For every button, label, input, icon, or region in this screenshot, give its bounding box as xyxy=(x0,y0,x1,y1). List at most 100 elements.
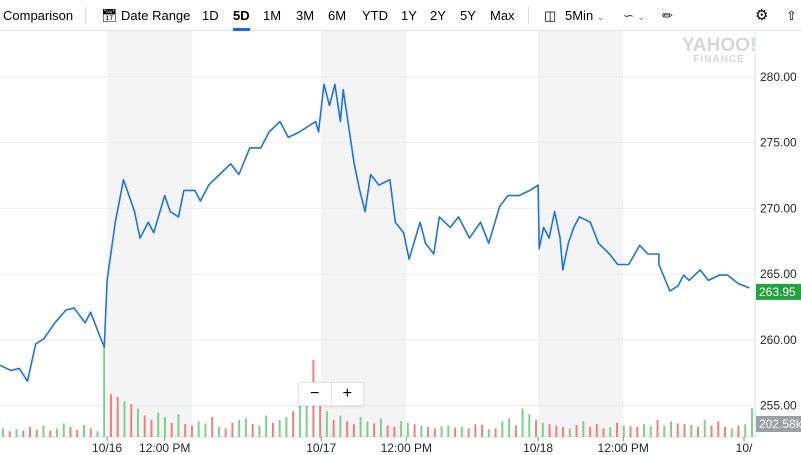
volume-bar xyxy=(258,425,261,437)
volume-bar xyxy=(541,422,544,437)
chart-type-select[interactable]: ∽ ⌄ xyxy=(623,8,645,24)
range-2y[interactable]: 2Y xyxy=(430,8,446,23)
comparison-button[interactable]: Comparison xyxy=(3,8,74,23)
volume-bar xyxy=(42,425,45,437)
range-1m[interactable]: 1M xyxy=(263,8,282,23)
volume-bar xyxy=(697,427,700,437)
range-1y[interactable]: 1Y xyxy=(401,8,417,23)
volume-bar xyxy=(265,415,268,437)
volume-bar xyxy=(629,426,632,437)
volume-bar xyxy=(602,428,605,437)
volume-bar xyxy=(217,427,220,437)
volume-bar xyxy=(703,419,706,437)
chevron-down-icon: ⌄ xyxy=(637,12,646,22)
volume-bar xyxy=(474,424,477,437)
volume-bar xyxy=(82,424,85,437)
draw-pencil-icon[interactable]: ✏︎ xyxy=(662,8,673,23)
zoom-out-button[interactable]: − xyxy=(299,383,332,405)
volume-bar xyxy=(292,411,295,437)
volume-bar xyxy=(163,417,166,437)
volume-bar xyxy=(487,429,490,437)
price-line xyxy=(0,83,750,382)
volume-bar xyxy=(555,425,558,437)
volume-bar xyxy=(197,421,200,437)
range-max[interactable]: Max xyxy=(490,8,515,23)
current-price-label: 263.95 xyxy=(759,285,796,299)
volume-bar xyxy=(109,394,112,437)
session-shade xyxy=(321,31,407,437)
interval-label: 5Min xyxy=(565,8,594,23)
volume-bar xyxy=(433,428,436,437)
volume-bar xyxy=(717,421,720,437)
volume-bar xyxy=(28,427,31,437)
volume-bar xyxy=(670,421,673,437)
volume-bar xyxy=(724,427,727,437)
volume-bar xyxy=(62,423,65,437)
volume-bar xyxy=(379,418,382,437)
divider xyxy=(85,7,86,24)
volume-bar xyxy=(582,421,585,437)
volume-bar xyxy=(643,424,646,437)
volume-badge xyxy=(756,416,801,432)
volume-bar xyxy=(501,421,504,437)
volume-bar xyxy=(96,431,99,437)
yahoo-finance-logo: YAHOO! FINANCE xyxy=(682,36,756,65)
volume-bar xyxy=(332,419,335,437)
volume-bar xyxy=(589,427,592,437)
volume-bar xyxy=(103,345,106,437)
date-range-button[interactable]: Date Range xyxy=(121,8,191,23)
volume-bar xyxy=(730,428,733,437)
volume-bar xyxy=(521,408,524,437)
volume-bar xyxy=(400,421,403,437)
volume-bar xyxy=(548,424,551,437)
x-tick-label: 12:00 PM xyxy=(598,441,649,455)
volume-bar xyxy=(744,424,747,437)
volume-bar xyxy=(22,430,25,437)
volume-bar xyxy=(467,428,470,437)
volume-bar xyxy=(69,427,72,437)
volume-bar xyxy=(346,421,349,437)
volume-bar xyxy=(157,412,160,437)
volume-bar xyxy=(454,427,457,437)
volume-bar xyxy=(238,419,241,437)
volume-bar xyxy=(231,422,234,437)
settings-gear-icon[interactable]: ⚙ xyxy=(755,7,769,24)
volume-bar xyxy=(116,397,119,437)
volume-bar xyxy=(130,404,133,437)
chart-toolbar: Comparison 📅︎ Date Range 1D 5D 1M 3M 6M … xyxy=(0,0,801,31)
volume-bar xyxy=(285,417,288,437)
volume-bar xyxy=(575,424,578,437)
volume-bar xyxy=(184,424,187,437)
interval-select[interactable]: 5Min ⌄ xyxy=(565,8,604,23)
volume-bar xyxy=(305,394,308,437)
volume-bar xyxy=(278,419,281,437)
volume-bar xyxy=(177,414,180,437)
share-icon[interactable]: ⇧ xyxy=(786,8,797,23)
volume-bar xyxy=(514,425,517,437)
range-5y[interactable]: 5Y xyxy=(460,8,476,23)
volume-bar xyxy=(271,422,274,437)
x-tick-label: 10/18 xyxy=(523,441,553,455)
y-tick-label: 275.00 xyxy=(760,136,797,150)
volume-bar xyxy=(190,425,193,437)
calendar-icon: 📅︎ xyxy=(101,8,118,23)
zoom-in-button[interactable]: + xyxy=(342,385,352,402)
volume-bar xyxy=(359,417,362,437)
volume-bar xyxy=(636,427,639,437)
price-badge xyxy=(756,283,801,300)
y-tick-label: 280.00 xyxy=(760,70,797,84)
volume-bar xyxy=(143,415,146,437)
volume-bar xyxy=(319,389,322,437)
line-chart-icon: ∽ xyxy=(623,8,634,23)
range-3m[interactable]: 3M xyxy=(296,8,315,23)
volume-bar xyxy=(508,418,511,437)
range-ytd[interactable]: YTD xyxy=(362,8,388,23)
range-6m[interactable]: 6M xyxy=(328,8,347,23)
range-1d[interactable]: 1D xyxy=(202,8,219,23)
volume-bar xyxy=(224,428,227,437)
volume-bar xyxy=(447,425,450,437)
range-5d[interactable]: 5D xyxy=(233,8,250,31)
volume-bar xyxy=(8,431,11,437)
volume-bar xyxy=(123,401,126,437)
